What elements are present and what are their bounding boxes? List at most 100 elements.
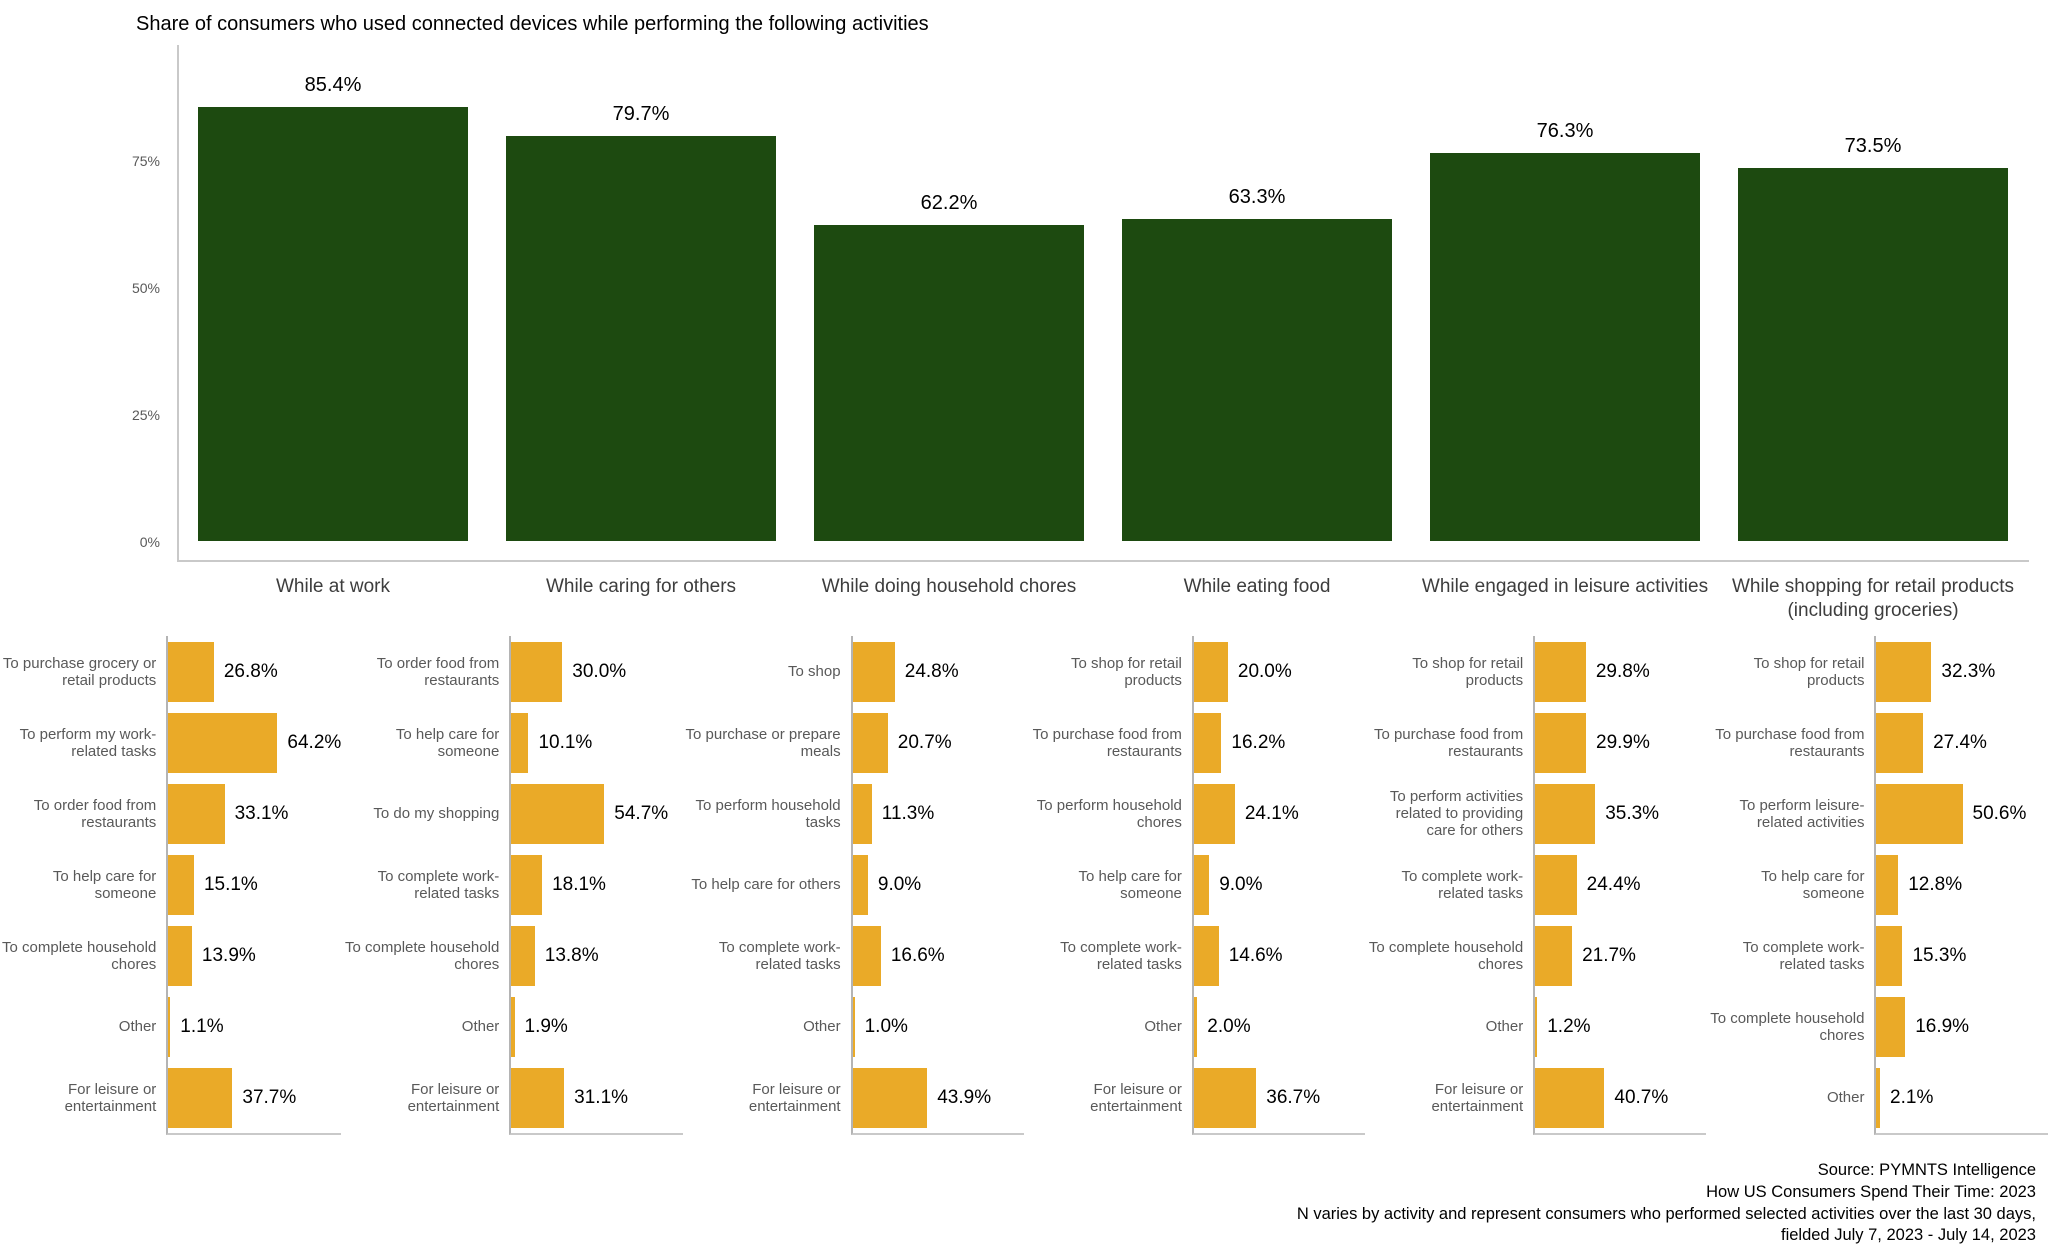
subchart-bar bbox=[168, 925, 192, 986]
subchart-category-label: To help care for someone bbox=[52, 867, 157, 902]
subchart-category-label: To purchase or prepare meals bbox=[685, 725, 841, 760]
subchart-bar-value-label: 10.1% bbox=[538, 731, 593, 753]
subchart-category-label: To perform my work-related tasks bbox=[19, 725, 157, 760]
subchart-bar bbox=[1193, 925, 1219, 986]
subchart-bar-row: 36.7% bbox=[1193, 1062, 1365, 1133]
subchart-bar-value-label: 36.7% bbox=[1266, 1086, 1321, 1108]
subchart-while-shopping-for-retail-products: To shop for retail products To purchase f… bbox=[1706, 636, 2048, 1135]
subchart-bar bbox=[852, 641, 895, 702]
subchart-bar-row: 14.6% bbox=[1193, 920, 1365, 991]
subchart-category-label: For leisure or entertainment bbox=[748, 1080, 841, 1115]
subchart-bar-row: 54.7% bbox=[511, 778, 682, 849]
subchart-bar-value-label: 11.3% bbox=[881, 802, 935, 824]
subchart-bar-value-label: 12.8% bbox=[1908, 873, 1963, 895]
subchart-bar bbox=[852, 1067, 928, 1128]
subchart-bar-value-label: 18.1% bbox=[552, 873, 606, 895]
subchart-category-label: To order food from restaurants bbox=[376, 654, 500, 689]
subchart-bar bbox=[168, 712, 278, 773]
subchart-bar bbox=[852, 925, 881, 986]
subchart-category-label: To help care for others bbox=[691, 876, 841, 893]
subchart-bar-row: 20.0% bbox=[1193, 636, 1365, 707]
subchart-bar-value-label: 14.6% bbox=[1228, 944, 1283, 966]
subchart-category-label: To complete household chores bbox=[345, 938, 500, 973]
main-bar bbox=[1122, 219, 1392, 541]
y-tick-label: 50% bbox=[131, 280, 160, 296]
subchart-bar bbox=[1193, 854, 1210, 915]
subchart-bar-value-label: 27.4% bbox=[1933, 731, 1987, 753]
subchart-bar-value-label: 1.2% bbox=[1547, 1015, 1591, 1037]
subchart-bar-value-label: 64.2% bbox=[287, 731, 342, 753]
subchart-category-label: To complete work-related tasks bbox=[1742, 938, 1865, 973]
subchart-bar-value-label: 15.1% bbox=[203, 873, 258, 895]
subchart-bar-value-label: 1.1% bbox=[180, 1015, 224, 1037]
subchart-bar bbox=[1876, 1067, 1881, 1128]
subchart-bar-row: 26.8% bbox=[168, 636, 341, 707]
main-bar bbox=[1430, 153, 1700, 541]
subchart-category-label: To complete household chores bbox=[1368, 938, 1524, 973]
subchart-bar bbox=[168, 854, 194, 915]
subchart-bar-row: 31.1% bbox=[511, 1062, 682, 1133]
subchart-bar-row: 16.2% bbox=[1193, 707, 1365, 778]
subchart-category-label: To purchase food from restaurants bbox=[1373, 725, 1524, 760]
subchart-category-label: To complete household chores bbox=[1710, 1009, 1865, 1044]
subchart-bars-column: 26.8% 64.2% 33.1% 15.1% 13.9% 1.1% 37.7% bbox=[166, 636, 342, 1135]
subchart-bars-column: 24.8% 20.7% 11.3% 9.0% 16.6% 1.0% 43.9% bbox=[850, 636, 1024, 1135]
subchart-bar-value-label: 37.7% bbox=[242, 1086, 297, 1108]
subchart-category-label: To do my shopping bbox=[373, 805, 500, 822]
subchart-category-label: To order food from restaurants bbox=[33, 796, 157, 831]
subchart-category-label: For leisure or entertainment bbox=[1431, 1080, 1524, 1115]
subchart-category-label: To shop bbox=[788, 663, 841, 680]
subchart-bar-row: 30.0% bbox=[511, 636, 682, 707]
subchart-bar-value-label: 29.8% bbox=[1595, 660, 1650, 682]
subchart-bar-row: 10.1% bbox=[511, 707, 682, 778]
source-line: N varies by activity and represent consu… bbox=[1296, 1204, 2036, 1223]
subchart-category-label: To complete work-related tasks bbox=[1060, 938, 1182, 973]
source-note: Source: PYMNTS Intelligence How US Consu… bbox=[1297, 1160, 2036, 1247]
subchart-bar-row: 18.1% bbox=[511, 849, 682, 920]
subchart-bar-value-label: 50.6% bbox=[1972, 802, 2027, 824]
subchart-bar bbox=[511, 854, 543, 915]
main-bar-value-label: 63.3% bbox=[1228, 186, 1286, 209]
subchart-labels-column: To purchase grocery or retail products To… bbox=[0, 636, 166, 1135]
subchart-bar-value-label: 31.1% bbox=[574, 1086, 629, 1108]
main-bar-column: 76.3% bbox=[1411, 45, 1719, 541]
subchart-category-label: Other bbox=[461, 1018, 500, 1035]
subchart-category-label: To perform activities related to providi… bbox=[1389, 788, 1524, 839]
subchart-bar-row: 1.1% bbox=[168, 991, 341, 1062]
subchart-bar-value-label: 40.7% bbox=[1614, 1086, 1669, 1108]
subchart-bar-value-label: 13.8% bbox=[544, 944, 599, 966]
main-bar-value-label: 62.2% bbox=[920, 192, 978, 215]
main-bar bbox=[1738, 167, 2008, 541]
subchart-category-label: For leisure or entertainment bbox=[64, 1080, 157, 1115]
main-bar-value-label: 85.4% bbox=[304, 74, 362, 97]
subchart-bar-row: 37.7% bbox=[168, 1062, 341, 1133]
subchart-category-label: To perform household tasks bbox=[695, 796, 841, 831]
main-bar-value-label: 76.3% bbox=[1536, 120, 1594, 143]
subchart-bar-row: 21.7% bbox=[1535, 920, 1706, 991]
main-x-axis-line bbox=[177, 560, 2029, 562]
subchart-bar-value-label: 1.9% bbox=[524, 1015, 568, 1037]
subchart-labels-column: To shop To purchase or prepare meals To pe… bbox=[683, 636, 851, 1135]
subchart-bar bbox=[852, 783, 872, 844]
subchart-labels-column: To shop for retail products To purchase f… bbox=[1365, 636, 1533, 1135]
subchart-bar-row: 13.9% bbox=[168, 920, 341, 991]
main-y-axis-line bbox=[177, 45, 179, 562]
subchart-bar-row: 32.3% bbox=[1876, 636, 2047, 707]
main-bar-column: 73.5% bbox=[1719, 45, 2027, 541]
subchart-bar-value-label: 29.9% bbox=[1596, 731, 1650, 753]
subchart-category-label: Other bbox=[118, 1018, 157, 1035]
main-bars-area: 85.4% 79.7% 62.2% 63.3% 76.3% 73.5% bbox=[179, 45, 2027, 541]
subchart-bars-column: 32.3% 27.4% 50.6% 12.8% 15.3% 16.9% 2.1% bbox=[1874, 636, 2048, 1135]
main-x-axis-labels: While at work While caring for others Whil… bbox=[179, 575, 2027, 623]
subchart-bar bbox=[1535, 925, 1573, 986]
subchart-bar-value-label: 43.9% bbox=[937, 1086, 992, 1108]
subchart-bar-row: 24.1% bbox=[1193, 778, 1365, 849]
subchart-bar-row: 15.3% bbox=[1876, 920, 2047, 991]
subchart-category-label: To perform household chores bbox=[1036, 796, 1182, 831]
subchart-bar bbox=[1535, 783, 1596, 844]
subchart-bar bbox=[1535, 854, 1577, 915]
subchart-bar-row: 29.8% bbox=[1535, 636, 1706, 707]
subchart-bar bbox=[852, 712, 888, 773]
subchart-bar bbox=[511, 996, 515, 1057]
main-bar-column: 85.4% bbox=[179, 45, 487, 541]
